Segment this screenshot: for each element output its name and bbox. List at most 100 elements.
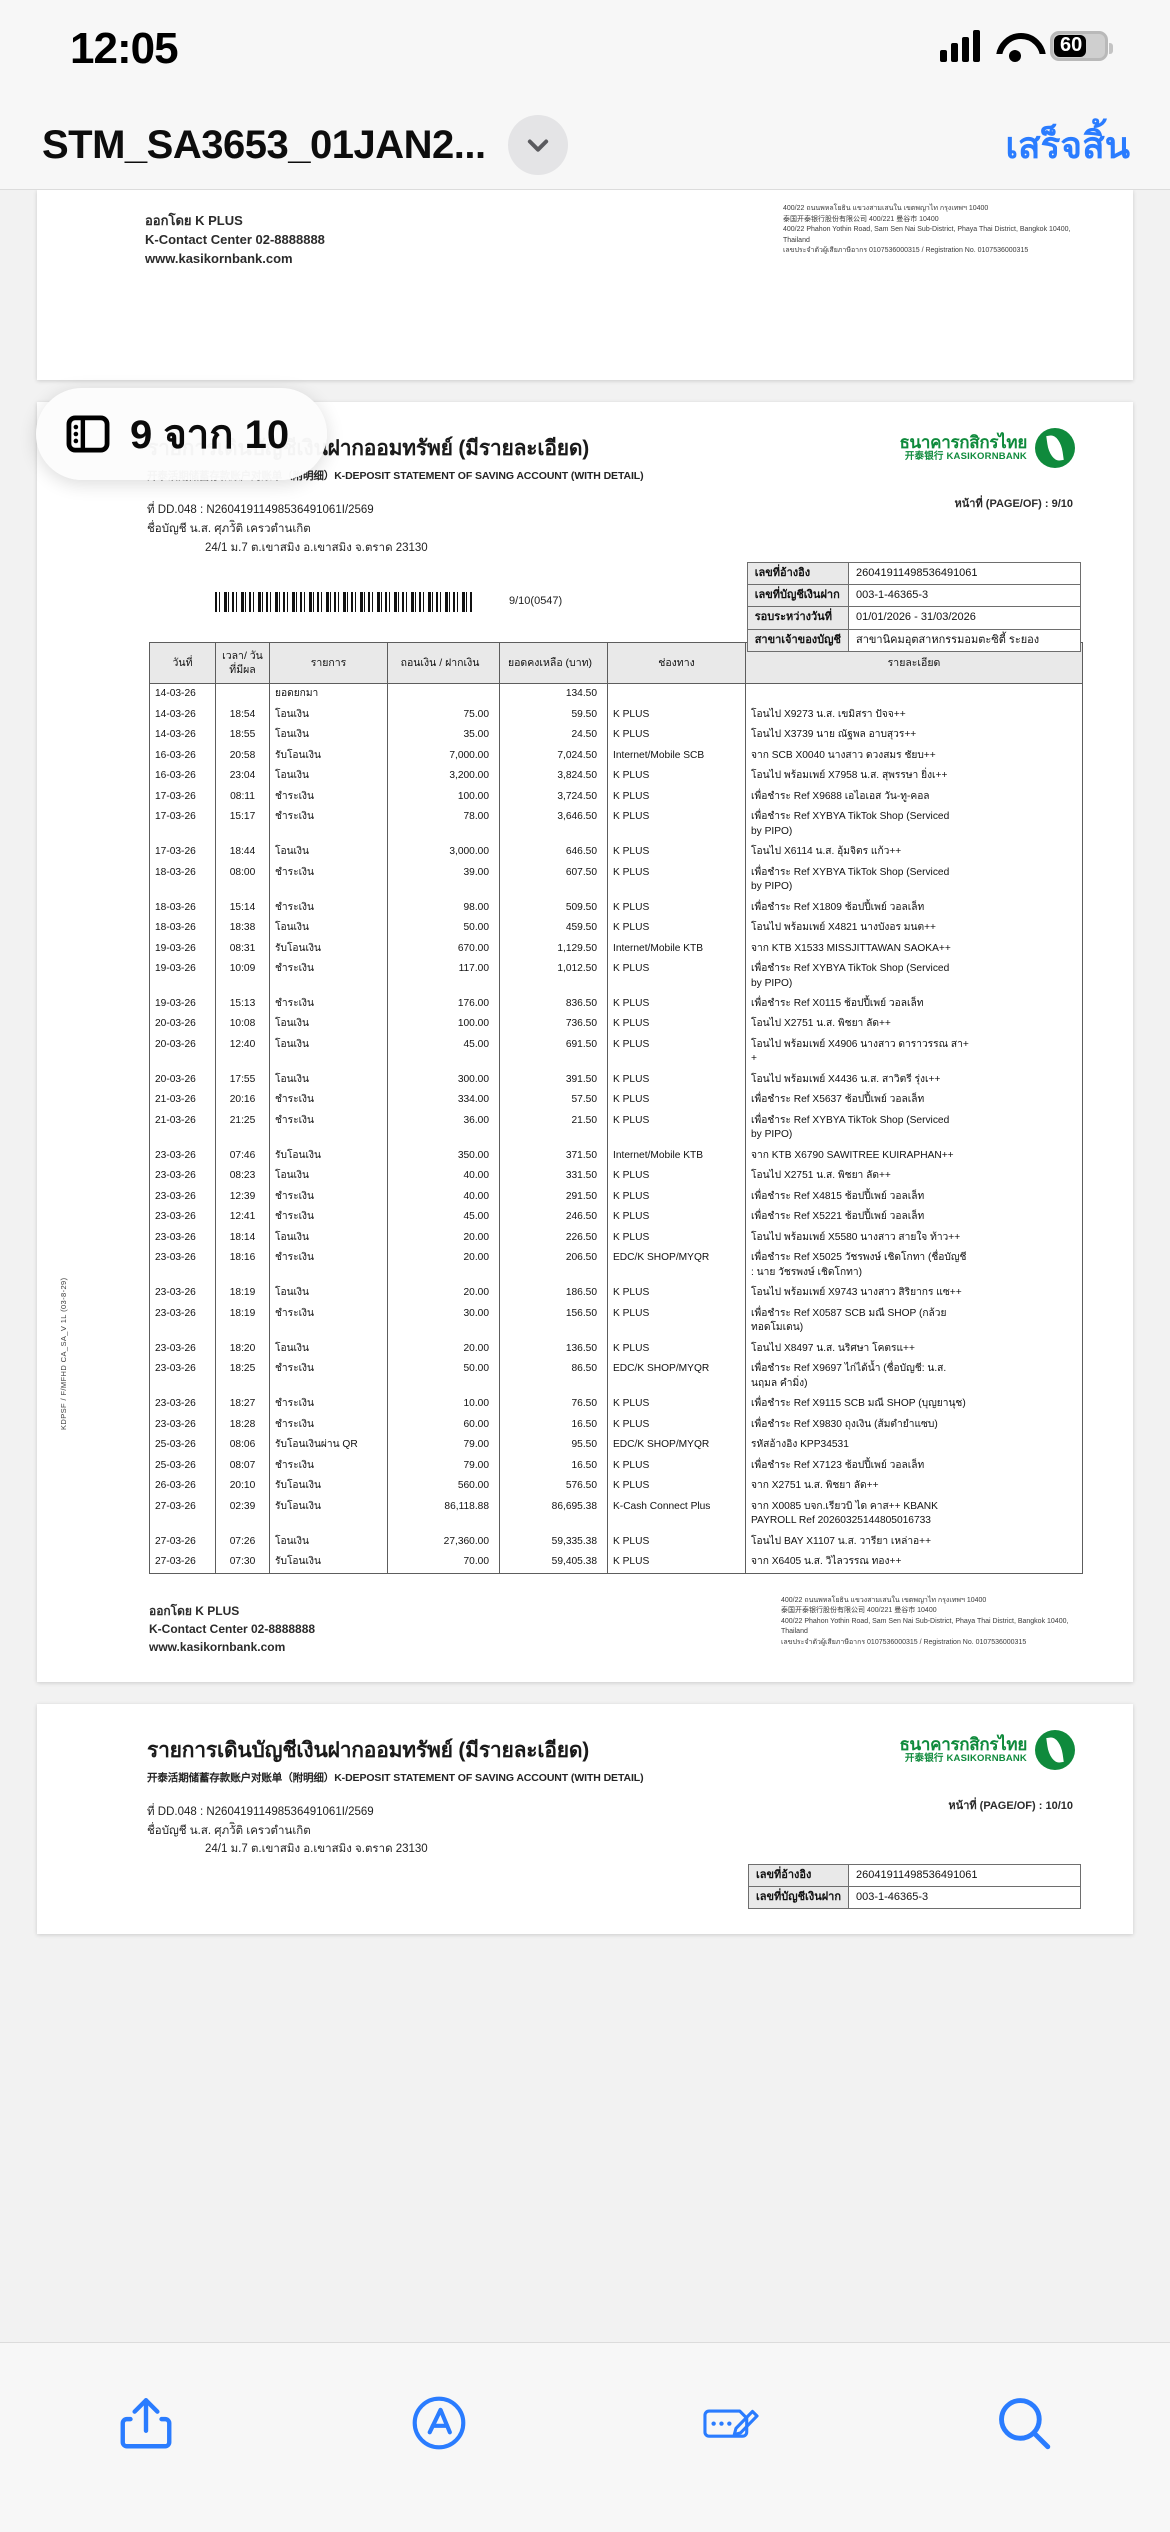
cell-description: ชำระเงิน	[269, 959, 388, 994]
info-value: 26041911498536491061	[848, 1863, 1081, 1887]
cell-amount: 3,200.00	[387, 766, 500, 787]
search-button[interactable]	[964, 2368, 1084, 2478]
cell-balance: 371.50	[499, 1145, 608, 1167]
cell-detail: โอนไป X3739 นาย ณัฐพล อาบสุวร++	[745, 725, 1083, 746]
cell-date: 25-03-26	[149, 1435, 216, 1456]
cell-time: 10:09	[215, 959, 270, 994]
cell-description: โอนเงิน	[269, 1166, 388, 1187]
cell-amount: 100.00	[387, 786, 500, 808]
info-value: สาขานิคมอุตสาหกรรมอมตะซิตี้ ระยอง	[848, 628, 1081, 652]
cell-time: 15:13	[215, 994, 270, 1015]
table-row: 20-03-26 17:55 โอนเงิน 300.00 391.50 K PLUS โอ…	[149, 1069, 1083, 1091]
cell-date: 23-03-26	[149, 1414, 216, 1436]
footer-address: 400/22 ถนนพหลโยธิน แขวงสามเสนใน เขตพญาไท…	[781, 1596, 1081, 1649]
cell-time: 08:00	[215, 862, 270, 898]
cell-amount: 40.00	[387, 1186, 500, 1208]
cell-description: โอนเงิน	[269, 1034, 388, 1070]
cell-date: 27-03-26	[149, 1496, 216, 1532]
cell-time: 12:40	[215, 1034, 270, 1070]
cell-time: 23:04	[215, 766, 270, 787]
prev-page-address: 400/22 ถนนพหลโยธิน แขวงสามเสนใน เขตพญาไท…	[783, 204, 1083, 257]
cell-balance: 576.50	[499, 1476, 608, 1497]
cell-amount: 30.00	[387, 1303, 500, 1339]
issuer-line: ออกโดย K PLUS	[145, 213, 243, 228]
cell-time: 18:19	[215, 1283, 270, 1304]
cell-amount: 36.00	[387, 1110, 500, 1146]
cell-detail: เพื่อชำระ Ref X9115 SCB มณี SHOP (บุญยาน…	[745, 1394, 1083, 1415]
document-scroll-area[interactable]: ออกโดย K PLUS K-Contact Center 02-888888…	[0, 190, 1170, 2342]
chevron-down-icon[interactable]	[507, 115, 568, 175]
column-header-description: รายการ	[269, 641, 388, 685]
cell-balance: 246.50	[499, 1207, 608, 1228]
next-statement-header: รายการเดินบัญชีเงินฝากออมทรัพย์ (มีรายละ…	[37, 1704, 1133, 1812]
kasikornbank-leaf-icon	[1035, 428, 1075, 468]
markup-icon	[412, 2396, 466, 2450]
cell-amount: 20.00	[387, 1248, 500, 1284]
table-row: สาขาเจ้าของบัญชี สาขานิคมอุตสาหกรรมอมตะซ…	[746, 628, 1081, 652]
cell-date: 14-03-26	[149, 725, 216, 746]
cell-detail: เพื่อชำระ Ref X5637 ช้อปปี้เพย์ วอลเล็ท	[745, 1090, 1083, 1111]
cell-description: รับโอนเงิน	[269, 1476, 388, 1497]
cell-date: 23-03-26	[149, 1166, 216, 1187]
cell-amount: 45.00	[387, 1034, 500, 1070]
table-row: 18-03-26 08:00 ชำระเงิน 39.00 607.50 K PLUS เพ…	[149, 862, 1083, 898]
cell-channel: K PLUS	[607, 1014, 746, 1035]
wifi-icon	[996, 31, 1034, 62]
cell-amount: 45.00	[387, 1207, 500, 1228]
cell-channel: EDC/K SHOP/MYQR	[607, 1248, 746, 1284]
cell-detail	[745, 683, 1083, 705]
annotate-button[interactable]	[671, 2368, 791, 2478]
markup-button[interactable]	[379, 2368, 499, 2478]
cell-amount: 50.00	[387, 918, 500, 939]
table-row: 17-03-26 15:17 ชำระเงิน 78.00 3,646.50 K PLUS…	[149, 807, 1083, 843]
cell-time: 08:23	[215, 1166, 270, 1187]
table-row: 19-03-26 15:13 ชำระเงิน 176.00 836.50 K PLUS เ…	[149, 994, 1083, 1015]
cell-amount: 60.00	[387, 1414, 500, 1436]
side-form-code: KDPSF / F/MFHD CA_SA_V 1L (03-8-29)	[59, 1277, 68, 1430]
cell-detail: โอนไป X9273 น.ส. เขมิสรา ปัจจ++	[745, 704, 1083, 726]
cell-date: 19-03-26	[149, 959, 216, 994]
cell-balance: 206.50	[499, 1248, 608, 1284]
cell-date: 14-03-26	[149, 683, 216, 705]
cell-date: 23-03-26	[149, 1338, 216, 1360]
cell-detail: เพื่อชำระ Ref X4815 ช้อปปี้เพย์ วอลเล็ท	[745, 1186, 1083, 1208]
cell-channel: K PLUS	[607, 1303, 746, 1339]
cell-amount: 39.00	[387, 862, 500, 898]
statement-footer: ออกโดย K PLUS K-Contact Center 02-888888…	[37, 1574, 1133, 1682]
cell-balance: 3,646.50	[499, 807, 608, 843]
share-button[interactable]	[86, 2368, 206, 2478]
cell-channel: K PLUS	[607, 1338, 746, 1360]
bank-name-th: ธนาคารกสิกรไทย	[899, 433, 1027, 453]
info-value: 01/01/2026 - 31/03/2026	[848, 606, 1081, 630]
table-row: 14-03-26 ยอดยกมา 134.50	[149, 683, 1083, 705]
cell-date: 18-03-26	[149, 897, 216, 919]
done-button[interactable]: เสร็จสิ้น	[1005, 124, 1130, 166]
cell-channel: K PLUS	[607, 1166, 746, 1187]
cell-date: 23-03-26	[149, 1145, 216, 1167]
cell-amount: 75.00	[387, 704, 500, 726]
address-line: 400/22 Phahon Yothin Road, Sam Sen Nai S…	[781, 1617, 1069, 1636]
bank-name-cn: 开泰银行	[904, 451, 944, 463]
cell-detail: โอนไป พร้อมเพย์ X7958 น.ส. สุพรรษา ยิ่งเ…	[745, 766, 1083, 787]
info-key: รอบระหว่างวันที่	[746, 606, 850, 630]
cell-time: 18:20	[215, 1338, 270, 1360]
cell-description: รับโอนเงิน	[269, 1145, 388, 1167]
page-indicator-badge[interactable]: 9 จาก 10	[36, 388, 328, 480]
table-row: 20-03-26 12:40 โอนเงิน 45.00 691.50 K PLUS โอน…	[149, 1034, 1083, 1070]
column-header-amount: ถอนเงิน / ฝากเงิน	[387, 641, 500, 685]
table-row: 23-03-26 12:39 ชำระเงิน 40.00 291.50 K PLUS เพ…	[149, 1186, 1083, 1208]
column-header-time: เวลา/ วันที่มีผล	[215, 641, 270, 685]
barcode-image	[215, 591, 473, 612]
cell-detail: เพื่อชำระ Ref XYBYA TikTok Shop (Service…	[745, 959, 1083, 994]
cell-balance: 391.50	[499, 1069, 608, 1091]
prev-page-issuer: ออกโดย K PLUS K-Contact Center 02-888888…	[145, 212, 325, 269]
cell-time: 18:16	[215, 1248, 270, 1284]
page-title: STM_SA3653_01JAN2...	[42, 122, 486, 167]
cell-balance: 691.50	[499, 1034, 608, 1070]
cell-balance: 16.50	[499, 1455, 608, 1477]
cell-balance: 59.50	[499, 704, 608, 726]
cell-date: 23-03-26	[149, 1227, 216, 1249]
info-key: เลขที่อ้างอิง	[746, 561, 850, 586]
cell-detail: เพื่อชำระ Ref XYBYA TikTok Shop (Service…	[745, 807, 1083, 843]
document-number: ที่ DD.048 : N26041911498536491061I/2569	[147, 1805, 374, 1818]
